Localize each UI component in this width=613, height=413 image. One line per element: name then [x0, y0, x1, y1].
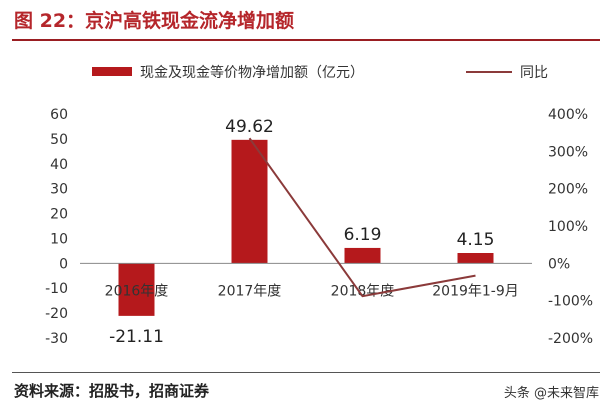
left-tick-label: -20 [45, 306, 68, 322]
category-label: 2017年度 [218, 283, 282, 299]
left-tick-label: -30 [45, 331, 68, 347]
left-tick-label: 10 [50, 231, 68, 247]
bar-series [118, 139, 494, 316]
bar-value-label: -21.11 [109, 327, 164, 347]
chart-area: 现金及现金等价物净增加额（亿元） 同比 60 50 40 30 20 10 0 -10 -20 -… [45, 64, 593, 347]
figure-title: 图 22：京沪高铁现金流净增加额 [14, 10, 295, 32]
left-tick-label: 0 [59, 256, 68, 272]
right-tick-label: -100% [548, 294, 593, 310]
bar-value-label: 4.15 [457, 230, 495, 250]
bar [118, 263, 155, 316]
right-tick-label: 0% [548, 256, 570, 272]
source-divider [12, 372, 600, 373]
category-label: 2019年1-9月 [432, 283, 519, 299]
left-tick-label: 50 [50, 132, 68, 148]
category-label: 2016年度 [105, 283, 169, 299]
bar [344, 247, 381, 264]
bar [231, 139, 268, 264]
bar-value-label: 49.62 [225, 117, 274, 137]
category-labels: 2016年度 2017年度 2018年度 2019年1-9月 [105, 283, 519, 299]
legend-bar-swatch [92, 67, 132, 76]
bar-data-labels: -21.11 49.62 6.19 4.15 [109, 117, 494, 347]
bar [457, 253, 494, 264]
category-label: 2018年度 [331, 283, 395, 299]
source-note: 资料来源：招股书，招商证券 [14, 382, 210, 400]
bar-value-label: 6.19 [344, 225, 382, 245]
right-tick-label: 100% [548, 219, 588, 235]
left-tick-label: 20 [50, 207, 68, 223]
right-tick-label: 300% [548, 144, 588, 160]
right-tick-label: 200% [548, 182, 588, 198]
legend-line-label: 同比 [520, 65, 548, 81]
legend-bar-label: 现金及现金等价物净增加额（亿元） [140, 64, 364, 81]
right-tick-label: -200% [548, 331, 593, 347]
left-tick-label: -10 [45, 281, 68, 297]
left-axis-ticks: 60 50 40 30 20 10 0 -10 -20 -30 [45, 107, 68, 347]
left-tick-label: 40 [50, 157, 68, 173]
yoy-line [248, 137, 476, 298]
left-tick-label: 60 [50, 107, 68, 123]
right-axis-ticks: 400% 300% 200% 100% 0% -100% -200% [548, 107, 593, 347]
left-tick-label: 30 [50, 182, 68, 198]
title-divider [12, 39, 600, 41]
line-series [248, 137, 476, 298]
chart-legend: 现金及现金等价物净增加额（亿元） 同比 [92, 64, 548, 81]
right-tick-label: 400% [548, 107, 588, 123]
watermark: 头条 @未来智库 [503, 386, 599, 401]
